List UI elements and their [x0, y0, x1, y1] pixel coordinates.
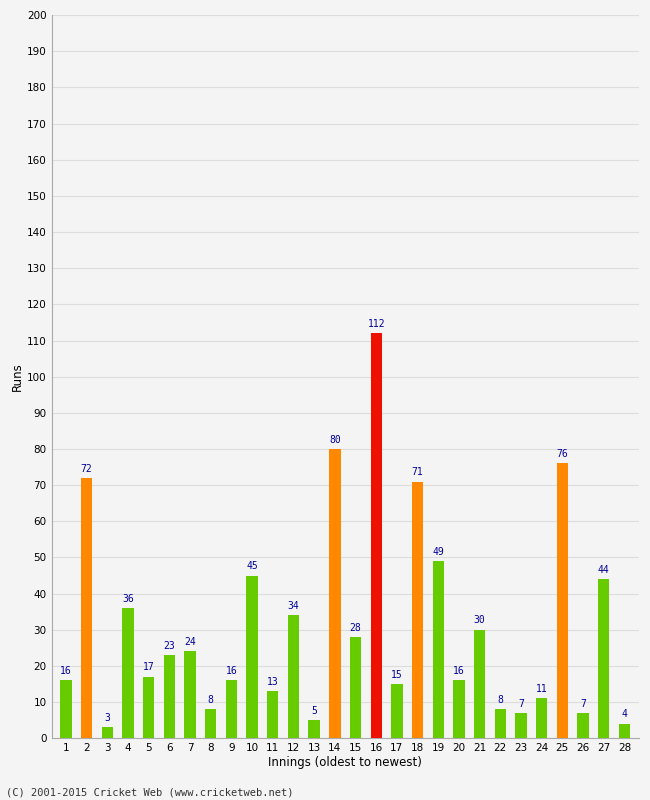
Text: 5: 5: [311, 706, 317, 716]
Text: 11: 11: [536, 684, 547, 694]
Bar: [391, 684, 402, 738]
Text: 80: 80: [329, 434, 341, 445]
Text: 7: 7: [580, 698, 586, 709]
Text: 23: 23: [164, 641, 176, 650]
Text: 17: 17: [143, 662, 155, 673]
Bar: [267, 691, 278, 738]
Text: 30: 30: [474, 615, 486, 626]
Bar: [60, 680, 72, 738]
Bar: [288, 615, 299, 738]
Bar: [122, 608, 134, 738]
Bar: [101, 727, 113, 738]
Bar: [309, 720, 320, 738]
Bar: [143, 677, 155, 738]
Text: 72: 72: [81, 463, 92, 474]
Bar: [412, 482, 423, 738]
X-axis label: Innings (oldest to newest): Innings (oldest to newest): [268, 756, 422, 769]
Bar: [205, 710, 216, 738]
Bar: [474, 630, 486, 738]
Bar: [453, 680, 465, 738]
Text: 71: 71: [411, 467, 423, 477]
Bar: [226, 680, 237, 738]
Text: 8: 8: [208, 695, 214, 705]
Text: 13: 13: [267, 677, 279, 687]
Text: 15: 15: [391, 670, 403, 680]
Bar: [619, 724, 630, 738]
Bar: [515, 713, 526, 738]
Text: 24: 24: [184, 637, 196, 647]
Bar: [164, 655, 175, 738]
Text: 4: 4: [621, 710, 627, 719]
Bar: [370, 334, 382, 738]
Text: 7: 7: [518, 698, 524, 709]
Text: 28: 28: [350, 622, 361, 633]
Bar: [433, 561, 444, 738]
Text: 16: 16: [453, 666, 465, 676]
Bar: [536, 698, 547, 738]
Text: 16: 16: [226, 666, 237, 676]
Y-axis label: Runs: Runs: [11, 362, 24, 391]
Text: 16: 16: [60, 666, 72, 676]
Bar: [329, 449, 341, 738]
Text: 34: 34: [287, 601, 300, 611]
Text: 44: 44: [598, 565, 610, 575]
Bar: [556, 463, 568, 738]
Bar: [81, 478, 92, 738]
Bar: [246, 575, 258, 738]
Text: 76: 76: [556, 449, 568, 459]
Text: (C) 2001-2015 Cricket Web (www.cricketweb.net): (C) 2001-2015 Cricket Web (www.cricketwe…: [6, 787, 294, 798]
Bar: [185, 651, 196, 738]
Bar: [577, 713, 589, 738]
Text: 45: 45: [246, 562, 258, 571]
Text: 36: 36: [122, 594, 134, 604]
Text: 49: 49: [432, 546, 444, 557]
Text: 112: 112: [367, 319, 385, 329]
Bar: [350, 637, 361, 738]
Bar: [495, 710, 506, 738]
Text: 8: 8: [497, 695, 503, 705]
Text: 3: 3: [105, 713, 111, 723]
Bar: [598, 579, 610, 738]
